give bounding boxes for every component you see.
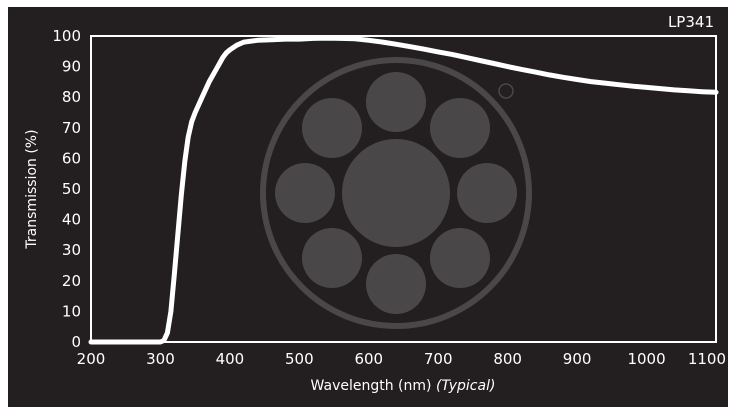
y-tick-label: 60 bbox=[62, 149, 81, 167]
transmission-chart: 0 10 20 30 40 50 60 70 80 90 100 200 300 400 500 600 70… bbox=[24, 13, 726, 394]
x-tick-label: 800 bbox=[493, 350, 522, 368]
y-tick-label: 40 bbox=[62, 211, 81, 229]
x-axis-label-main: Wavelength (nm) bbox=[311, 378, 432, 394]
y-tick-label: 100 bbox=[52, 27, 81, 45]
y-tick-label: 10 bbox=[62, 302, 81, 320]
y-tick-label: 0 bbox=[71, 333, 81, 351]
y-tick-label: 70 bbox=[62, 119, 81, 137]
y-tick-label: 20 bbox=[62, 272, 81, 290]
x-tick-label: 1100 bbox=[688, 350, 726, 368]
watermark-logo bbox=[260, 57, 532, 329]
plot-area bbox=[90, 35, 717, 343]
chart-frame: 0 10 20 30 40 50 60 70 80 90 100 200 300 400 500 600 70… bbox=[8, 7, 728, 407]
y-axis-label: Transmission (%) bbox=[24, 129, 40, 249]
x-tick-label: 300 bbox=[146, 350, 175, 368]
transmission-curve bbox=[88, 35, 719, 345]
y-tick-label: 80 bbox=[62, 88, 81, 106]
y-tick-label: 30 bbox=[62, 241, 81, 259]
x-tick-label: 600 bbox=[354, 350, 383, 368]
x-tick-label: 400 bbox=[216, 350, 245, 368]
x-tick-label: 700 bbox=[424, 350, 453, 368]
y-tick-labels: 0 10 20 30 40 50 60 70 80 90 100 bbox=[52, 27, 81, 351]
x-tick-label: 500 bbox=[285, 350, 314, 368]
chart-title: LP341 bbox=[668, 13, 714, 31]
x-tick-label: 900 bbox=[563, 350, 592, 368]
x-tick-label: 200 bbox=[77, 350, 106, 368]
y-tick-label: 90 bbox=[62, 58, 81, 76]
x-tick-labels: 200 300 400 500 600 700 800 900 1000 1100 bbox=[77, 350, 726, 368]
y-tick-label: 50 bbox=[62, 180, 81, 198]
x-axis-label-note: (Typical) bbox=[436, 378, 496, 394]
x-axis-label: Wavelength (nm) (Typical) bbox=[311, 378, 496, 394]
x-tick-label: 1000 bbox=[627, 350, 665, 368]
